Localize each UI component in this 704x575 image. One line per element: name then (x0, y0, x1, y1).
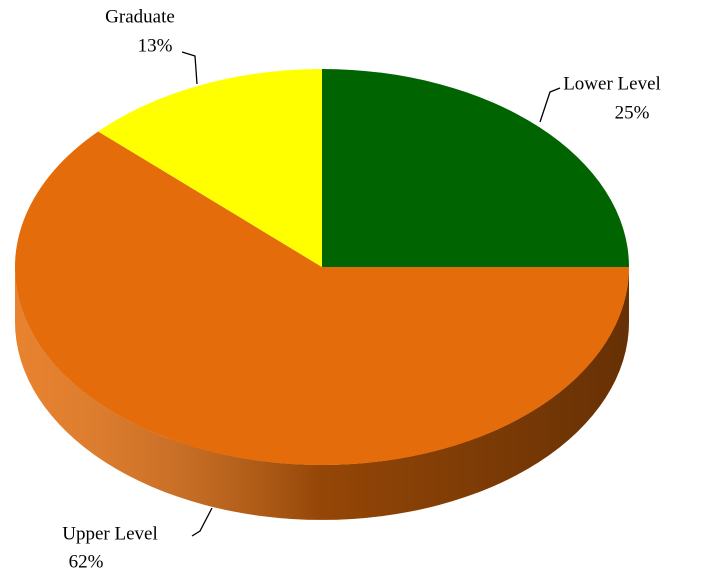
leader-line (191, 507, 213, 537)
slice-value-label: 13% (138, 35, 173, 56)
pie-slice (322, 69, 629, 267)
slice-label: Graduate (105, 6, 175, 27)
pie-slice (98, 69, 322, 267)
leader-line (181, 51, 198, 85)
slice-label: Upper Level (62, 523, 157, 544)
pie-side-shade (15, 267, 629, 520)
slice-value-label: 62% (69, 551, 104, 572)
slice-value-label: 25% (615, 102, 650, 123)
pie-slice (14, 131, 629, 466)
slice-label: Lower Level (563, 73, 661, 94)
leader-line (539, 87, 561, 123)
